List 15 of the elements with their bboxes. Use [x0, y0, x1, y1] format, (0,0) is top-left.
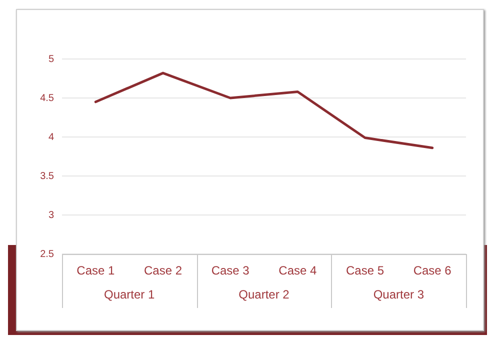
y-tick-label: 3.5: [40, 170, 54, 182]
y-tick-label: 2.5: [40, 248, 54, 260]
x-tick-label: Case 5: [346, 264, 384, 278]
text: Quarter 2: [238, 287, 290, 302]
y-tick-label: 5: [48, 54, 54, 65]
y-tick-label: 4.5: [40, 92, 54, 104]
x-tick-label: Case 1: [76, 264, 115, 278]
y-tick-label: 4: [48, 132, 54, 143]
text: Quarter 3: [373, 287, 424, 302]
x-tick-label: Case 6: [413, 264, 452, 278]
text: Quarter 1: [104, 287, 155, 302]
x-tick-label: Case 4: [278, 264, 317, 278]
x-tick-label: Case 2: [144, 264, 182, 278]
x-tick-label: Case 3: [211, 264, 250, 278]
y-tick-label: 3: [48, 210, 54, 221]
